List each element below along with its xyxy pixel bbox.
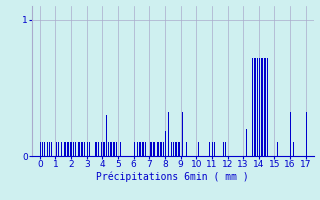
Bar bbox=[113, 142, 114, 156]
Bar bbox=[267, 58, 268, 156]
Bar bbox=[158, 142, 159, 156]
Bar bbox=[85, 142, 86, 156]
X-axis label: Précipitations 6min ( mm ): Précipitations 6min ( mm ) bbox=[96, 172, 249, 182]
Bar bbox=[70, 142, 71, 156]
Bar bbox=[212, 142, 213, 156]
Bar bbox=[111, 142, 112, 156]
Bar bbox=[101, 142, 102, 156]
Bar bbox=[98, 142, 99, 156]
Bar bbox=[65, 142, 66, 156]
Bar bbox=[110, 142, 111, 156]
Bar bbox=[56, 142, 57, 156]
Bar bbox=[255, 58, 256, 156]
Bar bbox=[178, 142, 179, 156]
Bar bbox=[145, 142, 146, 156]
Bar bbox=[173, 142, 174, 156]
Bar bbox=[44, 142, 45, 156]
Bar bbox=[81, 142, 82, 156]
Bar bbox=[58, 142, 59, 156]
Bar bbox=[116, 142, 117, 156]
Bar bbox=[160, 142, 161, 156]
Bar bbox=[140, 142, 141, 156]
Bar bbox=[92, 142, 93, 156]
Bar bbox=[84, 142, 85, 156]
Bar bbox=[73, 142, 74, 156]
Bar bbox=[103, 142, 104, 156]
Bar bbox=[47, 142, 48, 156]
Bar bbox=[261, 58, 262, 156]
Bar bbox=[151, 142, 152, 156]
Bar bbox=[209, 142, 210, 156]
Bar bbox=[137, 142, 138, 156]
Bar bbox=[189, 112, 190, 156]
Bar bbox=[161, 142, 162, 156]
Bar bbox=[225, 142, 226, 156]
Bar bbox=[49, 142, 50, 156]
Bar bbox=[176, 142, 177, 156]
Bar bbox=[42, 142, 43, 156]
Bar bbox=[154, 142, 155, 156]
Bar bbox=[171, 142, 172, 156]
Bar bbox=[142, 142, 143, 156]
Bar bbox=[268, 104, 269, 156]
Bar bbox=[106, 115, 107, 156]
Bar bbox=[259, 58, 260, 156]
Bar bbox=[120, 142, 121, 156]
Bar bbox=[257, 58, 258, 156]
Bar bbox=[78, 142, 79, 156]
Bar bbox=[254, 58, 255, 156]
Bar bbox=[134, 142, 135, 156]
Bar bbox=[246, 129, 247, 156]
Bar bbox=[67, 142, 68, 156]
Bar bbox=[223, 142, 224, 156]
Bar bbox=[163, 142, 164, 156]
Bar bbox=[262, 58, 263, 156]
Bar bbox=[277, 142, 278, 156]
Bar bbox=[264, 58, 265, 156]
Bar bbox=[198, 142, 199, 156]
Bar bbox=[214, 142, 215, 156]
Bar bbox=[293, 142, 294, 156]
Bar bbox=[108, 142, 109, 156]
Bar bbox=[153, 142, 154, 156]
Bar bbox=[251, 129, 252, 156]
Bar bbox=[61, 142, 62, 156]
Bar bbox=[104, 142, 105, 156]
Bar bbox=[79, 142, 80, 156]
Bar bbox=[143, 142, 144, 156]
Bar bbox=[306, 112, 307, 156]
Bar bbox=[196, 142, 197, 156]
Bar bbox=[40, 142, 41, 156]
Bar bbox=[95, 142, 96, 156]
Bar bbox=[64, 142, 65, 156]
Bar bbox=[168, 112, 169, 156]
Bar bbox=[182, 112, 183, 156]
Bar bbox=[87, 142, 88, 156]
Bar bbox=[68, 142, 69, 156]
Bar bbox=[165, 131, 166, 156]
Bar bbox=[71, 142, 72, 156]
Bar bbox=[175, 142, 176, 156]
Bar bbox=[51, 142, 52, 156]
Bar bbox=[139, 142, 140, 156]
Bar bbox=[252, 58, 253, 156]
